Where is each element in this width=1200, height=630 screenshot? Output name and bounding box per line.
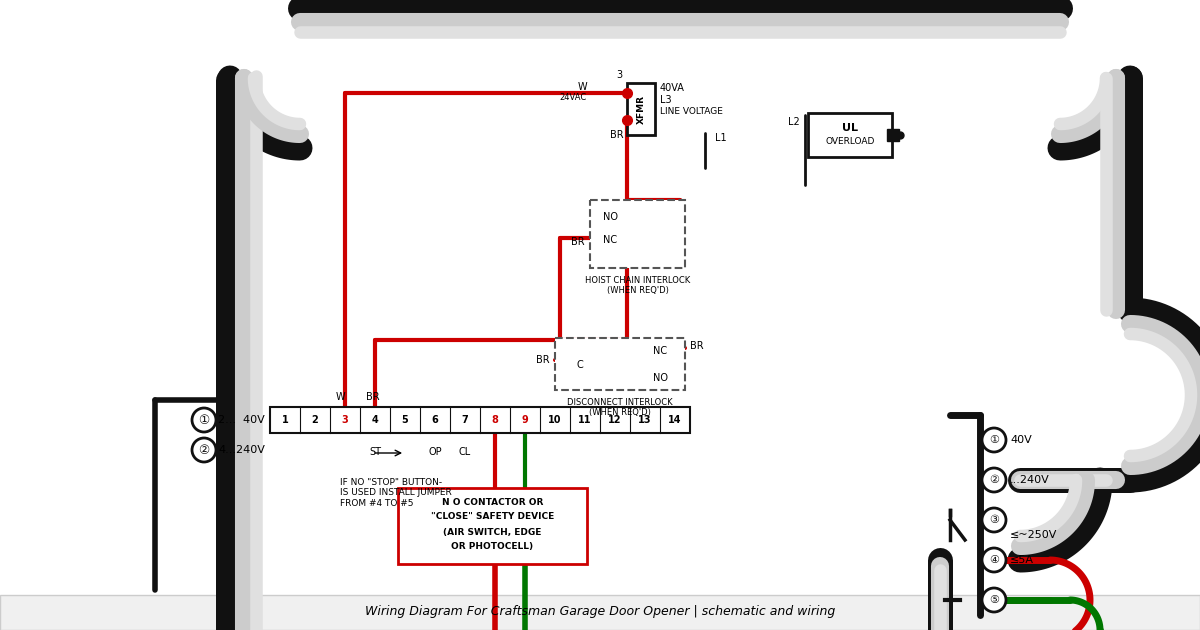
Text: OP: OP bbox=[428, 447, 442, 457]
Text: N O CONTACTOR OR: N O CONTACTOR OR bbox=[442, 498, 544, 507]
Text: 2: 2 bbox=[312, 415, 318, 425]
Text: ST: ST bbox=[370, 447, 382, 457]
Text: ≤5A: ≤5A bbox=[1010, 555, 1034, 565]
Text: 24VAC: 24VAC bbox=[559, 93, 587, 103]
Text: ...240V: ...240V bbox=[1010, 475, 1050, 485]
Text: CL: CL bbox=[458, 447, 472, 457]
Text: ②: ② bbox=[198, 444, 210, 457]
Text: 40VA: 40VA bbox=[660, 83, 685, 93]
Text: 5: 5 bbox=[402, 415, 408, 425]
Circle shape bbox=[192, 438, 216, 462]
Text: BR: BR bbox=[366, 392, 380, 402]
FancyBboxPatch shape bbox=[808, 113, 892, 157]
Text: ①: ① bbox=[198, 413, 210, 427]
Circle shape bbox=[192, 408, 216, 432]
Text: (AIR SWITCH, EDGE: (AIR SWITCH, EDGE bbox=[443, 528, 541, 537]
Text: NC: NC bbox=[653, 346, 667, 356]
Text: Wiring Diagram For Craftsman Garage Door Opener | schematic and wiring: Wiring Diagram For Craftsman Garage Door… bbox=[365, 605, 835, 619]
Text: 2...  40V: 2... 40V bbox=[218, 415, 265, 425]
Text: ⑤: ⑤ bbox=[989, 595, 998, 605]
Text: 7: 7 bbox=[462, 415, 468, 425]
Text: BR: BR bbox=[690, 341, 703, 351]
Text: BR: BR bbox=[610, 130, 624, 140]
Text: 9: 9 bbox=[522, 415, 528, 425]
Text: HOIST CHAIN INTERLOCK: HOIST CHAIN INTERLOCK bbox=[584, 276, 690, 285]
Text: ④: ④ bbox=[989, 555, 998, 565]
Text: 40V: 40V bbox=[1010, 435, 1032, 445]
Circle shape bbox=[982, 508, 1006, 532]
FancyBboxPatch shape bbox=[628, 83, 655, 135]
Text: W: W bbox=[335, 392, 344, 402]
Text: ①: ① bbox=[989, 435, 998, 445]
FancyBboxPatch shape bbox=[554, 338, 685, 390]
Text: 12: 12 bbox=[608, 415, 622, 425]
Text: 10: 10 bbox=[548, 415, 562, 425]
Text: 11: 11 bbox=[578, 415, 592, 425]
Text: LINE VOLTAGE: LINE VOLTAGE bbox=[660, 107, 722, 116]
FancyBboxPatch shape bbox=[270, 407, 690, 433]
Circle shape bbox=[982, 588, 1006, 612]
Text: ≤~250V: ≤~250V bbox=[1010, 530, 1057, 540]
Circle shape bbox=[982, 468, 1006, 492]
Text: XFMR: XFMR bbox=[636, 94, 646, 123]
Text: 6: 6 bbox=[432, 415, 438, 425]
Text: 3: 3 bbox=[342, 415, 348, 425]
Text: ③: ③ bbox=[989, 515, 998, 525]
Text: NO: NO bbox=[602, 212, 618, 222]
Text: L1: L1 bbox=[715, 133, 727, 143]
Text: 13: 13 bbox=[638, 415, 652, 425]
Text: UL: UL bbox=[842, 123, 858, 133]
Text: 8: 8 bbox=[492, 415, 498, 425]
FancyBboxPatch shape bbox=[398, 488, 587, 564]
FancyBboxPatch shape bbox=[590, 200, 685, 268]
Text: 4: 4 bbox=[372, 415, 378, 425]
Text: (WHEN REQ'D): (WHEN REQ'D) bbox=[606, 286, 668, 295]
Text: 4...240V: 4...240V bbox=[218, 445, 265, 455]
Text: 1: 1 bbox=[282, 415, 288, 425]
Circle shape bbox=[982, 428, 1006, 452]
Text: C: C bbox=[577, 360, 583, 370]
FancyBboxPatch shape bbox=[0, 595, 1200, 630]
Text: "CLOSE" SAFETY DEVICE: "CLOSE" SAFETY DEVICE bbox=[431, 512, 554, 521]
Text: L2: L2 bbox=[788, 117, 800, 127]
Text: W: W bbox=[577, 82, 587, 92]
Text: DISCONNECT INTERLOCK: DISCONNECT INTERLOCK bbox=[568, 398, 673, 407]
Circle shape bbox=[982, 548, 1006, 572]
Text: OR PHOTOCELL): OR PHOTOCELL) bbox=[451, 542, 534, 551]
Text: 14: 14 bbox=[668, 415, 682, 425]
Text: (WHEN REQ'D): (WHEN REQ'D) bbox=[589, 408, 650, 417]
Text: BR: BR bbox=[571, 237, 586, 247]
Text: OVERLOAD: OVERLOAD bbox=[826, 137, 875, 146]
Text: ②: ② bbox=[989, 475, 998, 485]
Text: L3: L3 bbox=[660, 95, 672, 105]
Text: NC: NC bbox=[602, 235, 617, 245]
Text: NO: NO bbox=[653, 373, 667, 383]
Text: IF NO "STOP" BUTTON-
IS USED INSTALL JUMPER
FROM #4 TO #5: IF NO "STOP" BUTTON- IS USED INSTALL JUM… bbox=[340, 478, 451, 508]
Text: 3: 3 bbox=[616, 70, 622, 80]
Text: BR: BR bbox=[536, 355, 550, 365]
